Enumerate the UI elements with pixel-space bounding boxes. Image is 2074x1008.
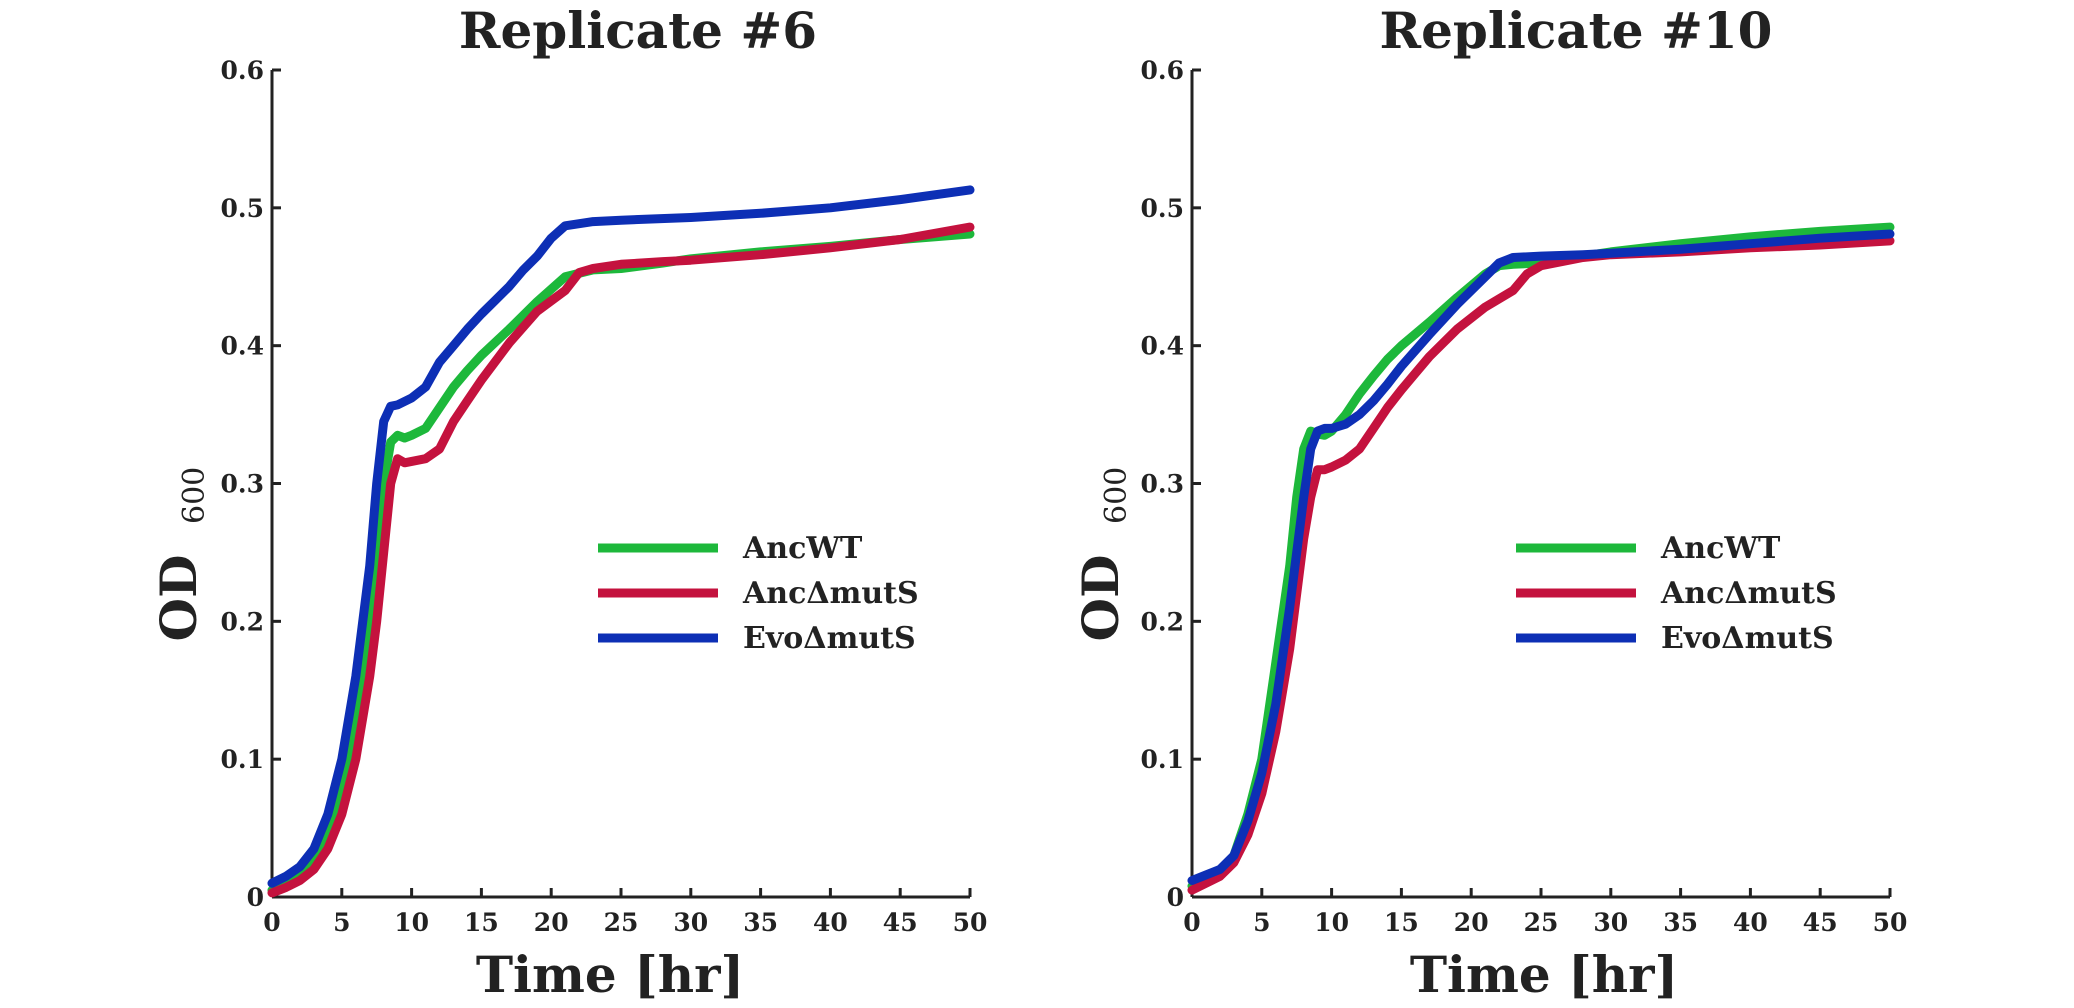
legend-label: AncWT xyxy=(742,531,863,566)
x-tick-label: 30 xyxy=(673,908,708,937)
x-tick-label: 5 xyxy=(333,908,350,937)
x-tick-label: 15 xyxy=(1384,908,1419,937)
x-tick-label: 50 xyxy=(953,908,988,937)
x-tick-label: 0 xyxy=(1183,908,1200,937)
x-tick-label: 20 xyxy=(1454,908,1489,937)
legend-label: AncΔmutS xyxy=(1660,576,1837,611)
chart-panel-replicate-10: Replicate #10 Time [hr] OD 600 0 5 10 15 20 2… xyxy=(1071,1,1907,1004)
y-tick-label: 0.1 xyxy=(1141,745,1185,774)
legend-label: AncΔmutS xyxy=(742,576,919,611)
x-tick-label: 30 xyxy=(1593,908,1628,937)
x-tick-label: 35 xyxy=(1663,908,1698,937)
x-tick-label: 10 xyxy=(1314,908,1349,937)
y-axis-label: OD xyxy=(149,555,208,642)
y-tick-label: 0.3 xyxy=(221,470,265,499)
y-tick-label: 0.5 xyxy=(1141,194,1185,223)
x-tick-label: 15 xyxy=(464,908,499,937)
y-tick-label: 0.5 xyxy=(221,194,265,223)
y-tick-label: 0.4 xyxy=(1141,332,1185,361)
plot-area: 0 5 10 15 20 25 30 35 40 45 50 0 0.1 0.2 0.3 0.4 0.5 0.6 A… xyxy=(221,56,988,937)
series-line-ancwt xyxy=(267,229,975,895)
x-tick-label: 45 xyxy=(883,908,918,937)
y-tick-label: 0.6 xyxy=(1141,56,1185,85)
series-line-evomuts xyxy=(267,185,975,888)
y-tick-label: 0 xyxy=(247,883,264,912)
legend-label: EvoΔmutS xyxy=(743,621,916,656)
y-axis-label-subscript: 600 xyxy=(177,467,212,524)
x-tick-label: 45 xyxy=(1803,908,1838,937)
chart-panel-replicate-6: Replicate #6 Time [hr] OD 600 0 5 10 15 20 25… xyxy=(149,1,987,1004)
y-tick-label: 0 xyxy=(1167,883,1184,912)
chart-title: Replicate #6 xyxy=(459,1,817,60)
y-tick-label: 0.4 xyxy=(221,332,265,361)
y-axis-label-group: OD 600 xyxy=(149,467,212,642)
x-tick-label: 0 xyxy=(263,908,280,937)
x-tick-label: 25 xyxy=(1524,908,1559,937)
chart-title: Replicate #10 xyxy=(1380,1,1773,60)
x-tick-label: 50 xyxy=(1873,908,1908,937)
y-axis-label: OD xyxy=(1071,555,1130,642)
y-tick-label: 0.3 xyxy=(1141,470,1185,499)
legend-label: EvoΔmutS xyxy=(1661,621,1834,656)
y-tick-label: 0.2 xyxy=(221,607,265,636)
legend-label: AncWT xyxy=(1660,531,1781,566)
legend: AncWT AncΔmutS EvoΔmutS xyxy=(598,531,919,656)
x-tick-label: 10 xyxy=(394,908,429,937)
x-axis-label: Time [hr] xyxy=(1410,945,1678,1004)
legend: AncWT AncΔmutS EvoΔmutS xyxy=(1516,531,1837,656)
x-tick-label: 40 xyxy=(1733,908,1768,937)
y-axis-label-subscript: 600 xyxy=(1099,467,1134,524)
series-line-evomuts xyxy=(1187,229,1895,885)
y-tick-label: 0.6 xyxy=(221,56,265,85)
x-tick-label: 35 xyxy=(743,908,778,937)
series-line-ancmuts xyxy=(267,222,975,898)
x-tick-label: 5 xyxy=(1253,908,1270,937)
x-tick-label: 40 xyxy=(813,908,848,937)
y-tick-label: 0.2 xyxy=(1141,607,1185,636)
x-tick-label: 25 xyxy=(604,908,639,937)
y-axis-label-group: OD 600 xyxy=(1071,467,1134,642)
x-axis-label: Time [hr] xyxy=(476,945,744,1004)
plot-area: 0 5 10 15 20 25 30 35 40 45 50 0 0.1 0.2 0.3 0.4 0.5 0.6 A… xyxy=(1141,56,1908,937)
y-tick-label: 0.1 xyxy=(221,745,265,774)
x-tick-label: 20 xyxy=(534,908,569,937)
